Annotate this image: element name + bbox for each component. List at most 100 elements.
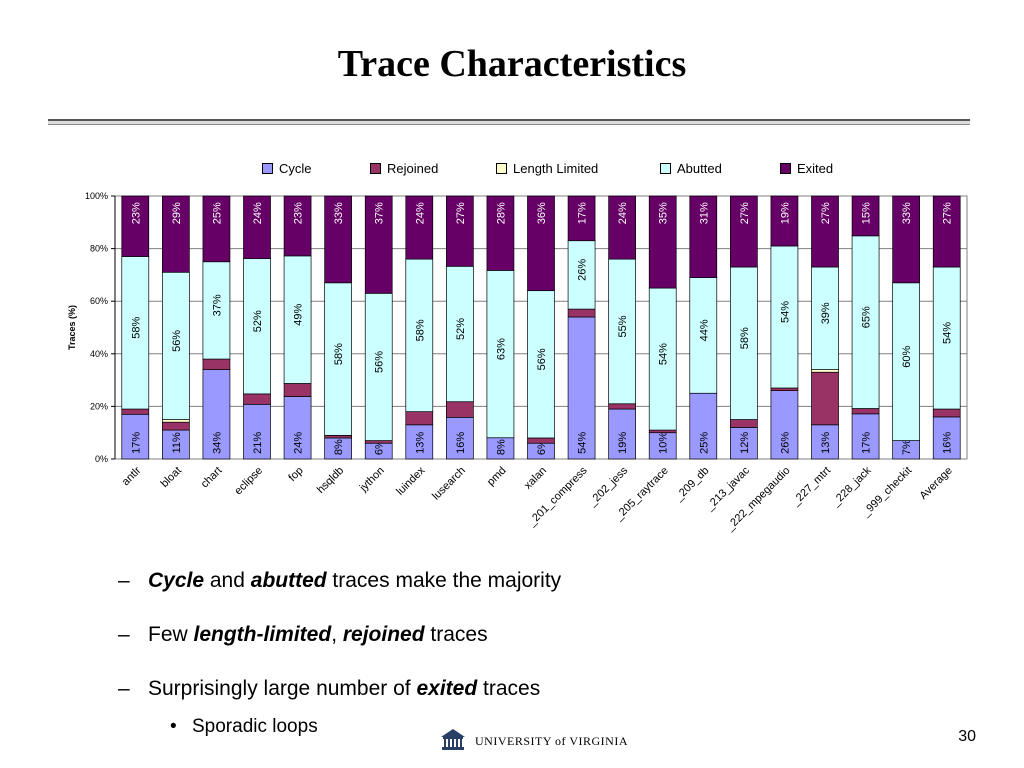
bullet-text: Few [148,623,194,646]
x-tick-label: bloat [159,465,184,490]
legend-label: Cycle [279,161,312,176]
bar-segment-abutted [689,277,718,394]
bar-segment-abutted [364,292,393,441]
data-label: 25% [211,202,223,224]
data-label: 15% [861,202,873,224]
legend-label: Length Limited [513,161,599,176]
bar-segment-rejoined [932,408,961,418]
legend-swatch [262,163,273,175]
bar-segment-rejoined [324,434,352,439]
bar-segment-exited [364,195,393,294]
x-tick-label: xalan [522,465,549,492]
legend-label: Exited [797,161,834,176]
y-tick-label: 80% [90,244,108,254]
data-label: 31% [698,202,710,224]
data-label: 13% [820,432,832,454]
data-label: 27% [820,202,832,224]
bar-segment-exited [811,195,839,268]
data-label: 27% [942,202,954,224]
data-label: 29% [171,202,183,224]
legend-item-cycle: Cycle [262,160,312,178]
data-label: 58% [739,327,751,349]
data-label: 26% [779,432,791,454]
bar-segment-exited [486,195,515,271]
bar-segment-abutted [243,258,271,395]
bar-segment-rejoined [364,440,393,444]
data-label: 16% [455,432,467,454]
bar-segment-cycle [770,390,799,460]
bar-segment-exited [730,195,758,268]
data-label: 17% [861,432,873,454]
bar-segment-rejoined [608,403,636,410]
bar-segment-rejoined [446,401,474,418]
y-tick-label: 40% [90,349,108,359]
bar-segment-exited [405,195,434,260]
data-label: 54% [577,432,589,454]
bullet-item: – Surprisingly large number of exited tra… [118,674,561,728]
bar-segment-abutted [121,256,150,410]
bullet-text: traces [477,677,541,700]
data-label: 11% [171,432,183,453]
slide-title: Trace Characteristics [337,43,687,85]
bar-segment-abutted [527,290,555,439]
emphasis-text: exited [416,677,478,700]
data-label: 23% [293,202,305,224]
x-tick-label: pmd [485,465,509,489]
page-number: 30 [958,728,976,745]
x-tick-label: antlr [120,464,144,488]
bullet-text: Surprisingly large number of [148,677,417,700]
emphasis-text: Cycle [148,569,205,592]
data-label: 36% [536,202,548,224]
bar-segment-exited [243,195,271,259]
data-label: 54% [779,301,791,323]
data-label: 65% [861,306,873,328]
y-tick-label: 100% [85,191,108,201]
bullet-dash: – [118,569,130,592]
bar-segment-abutted [405,258,434,413]
bar-segment-exited [770,195,799,247]
legend-swatch [370,163,381,175]
bar-segment-abutted [730,266,758,420]
legend-item-rejoined: Rejoined [370,160,438,178]
data-label: 52% [252,310,264,332]
bar-segment-exited [324,195,352,284]
legend-swatch [780,163,791,175]
bar-segment-abutted [932,266,961,410]
bar-segment-abutted [324,282,352,436]
sub-bullet-item: • Sporadic loops [170,716,318,738]
data-label: 56% [536,348,548,370]
data-label: 44% [698,319,710,341]
y-tick-label: 20% [90,401,108,411]
data-label: 27% [455,202,467,224]
data-label: 17% [577,202,589,224]
bar-segment-length-limited [811,369,839,373]
sub-bullet-text: Sporadic loops [192,716,318,737]
x-tick-label: chart [199,465,225,491]
data-label: 34% [211,432,223,454]
sub-bullet-dot: • [170,716,177,737]
y-axis-label: Traces (%) [67,305,77,350]
x-tick-label: luindex [394,464,427,497]
x-tick-label: fop [286,465,305,484]
bar-segment-exited [527,195,555,292]
bar-segment-rejoined [162,421,190,431]
data-label: 56% [374,351,386,373]
x-tick-label: lusearch [430,465,468,503]
data-label: 17% [130,432,142,454]
bullet-text: , [331,623,343,646]
data-label: 27% [739,202,751,224]
emphasis-text: length-limited [193,623,332,646]
bar-segment-exited [283,195,312,257]
data-label: 33% [333,202,345,224]
bar-segment-abutted [851,235,880,409]
university-logo-text: UNIVERSITY of VIRGINIA [475,734,628,748]
bar-segment-rejoined [202,358,231,370]
bar-segment-exited [932,195,961,268]
data-label: 33% [901,202,913,224]
bar-segment-exited [202,195,231,263]
bar-segment-rejoined [405,411,434,426]
chart-legend: Cycle Rejoined Length Limited Abutted Exited [0,160,1024,178]
data-label: 23% [130,202,142,224]
data-label: 49% [293,303,305,325]
x-tick-label: Average [918,465,955,502]
